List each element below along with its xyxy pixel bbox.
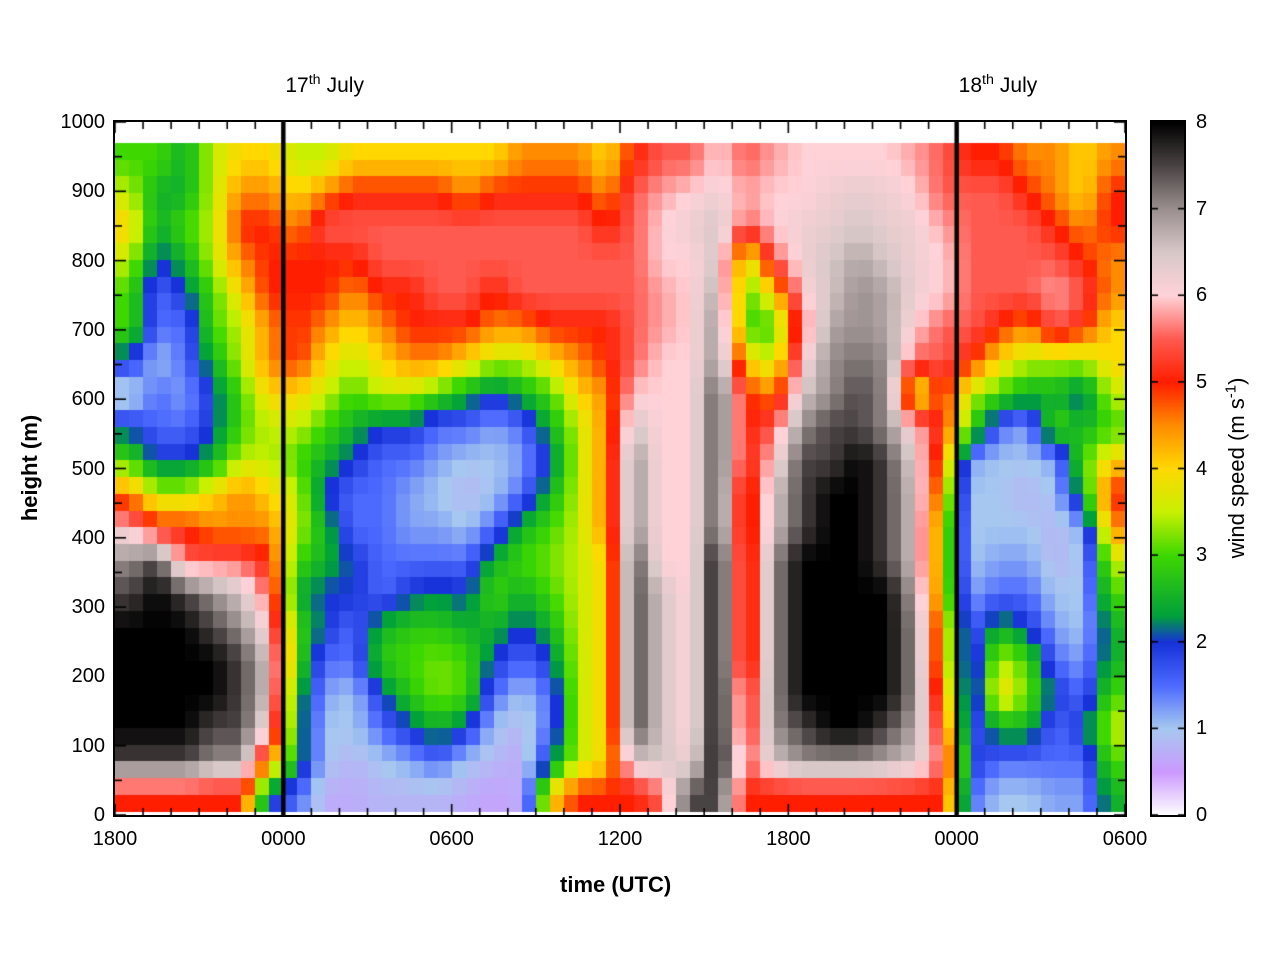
date-annotation-18-july: 18th July bbox=[958, 72, 1038, 98]
x-tick-label: 0000 bbox=[934, 828, 979, 850]
date-ordinal-suffix: th bbox=[982, 72, 994, 88]
date-annotation-17-july: 17th July bbox=[285, 72, 364, 98]
colorbar-title-sup: -1 bbox=[1222, 384, 1240, 399]
y-tick-label: 700 bbox=[71, 318, 105, 341]
y-tick-label: 300 bbox=[71, 596, 105, 619]
colorbar-tick-label: 2 bbox=[1196, 630, 1208, 653]
date-ordinal-suffix: th bbox=[308, 72, 321, 88]
plot-frame bbox=[113, 120, 1127, 817]
y-tick-label: 200 bbox=[71, 665, 105, 688]
y-tick-label: 800 bbox=[71, 249, 105, 272]
colorbar-tick-label: 7 bbox=[1196, 197, 1208, 220]
colorbar-frame bbox=[1150, 120, 1186, 817]
y-tick-label: 500 bbox=[71, 457, 105, 480]
y-tick-label: 100 bbox=[71, 734, 105, 757]
y-tick-label: 400 bbox=[71, 526, 105, 549]
colorbar-tick-label: 4 bbox=[1196, 457, 1208, 480]
colorbar-tick-label: 8 bbox=[1196, 111, 1208, 133]
date-day-number: 18 bbox=[958, 74, 983, 97]
colorbar-title-text: wind speed (m s bbox=[1224, 398, 1249, 559]
x-tick-label: 0000 bbox=[261, 828, 306, 850]
colorbar-tick-label: 0 bbox=[1196, 804, 1208, 826]
wind-speed-heatmap-canvas bbox=[115, 122, 1125, 815]
x-tick-label: 1800 bbox=[766, 828, 811, 850]
x-tick-label: 0600 bbox=[429, 828, 474, 850]
colorbar-title: wind speed (m s-1) bbox=[1222, 377, 1250, 559]
colorbar-tick-label: 3 bbox=[1196, 544, 1208, 567]
x-tick-label: 1200 bbox=[597, 828, 643, 850]
x-tick-label: 1800 bbox=[92, 828, 138, 850]
colorbar-tick-label: 6 bbox=[1196, 284, 1208, 307]
colorbar-tick-label: 5 bbox=[1196, 370, 1208, 393]
y-tick-label: 900 bbox=[71, 180, 105, 203]
date-month: July bbox=[999, 74, 1038, 97]
colorbar-gradient-canvas bbox=[1152, 122, 1184, 815]
y-tick-label: 600 bbox=[71, 388, 105, 411]
date-day-number: 17 bbox=[285, 74, 309, 97]
y-tick-label: 1000 bbox=[60, 111, 106, 133]
date-month: July bbox=[326, 74, 364, 97]
colorbar-tick-label: 1 bbox=[1196, 717, 1208, 740]
y-tick-label: 0 bbox=[93, 804, 105, 826]
colorbar-title-close: ) bbox=[1224, 377, 1249, 385]
x-axis-title: time (UTC) bbox=[560, 872, 672, 897]
x-tick-label: 0600 bbox=[1102, 828, 1148, 850]
